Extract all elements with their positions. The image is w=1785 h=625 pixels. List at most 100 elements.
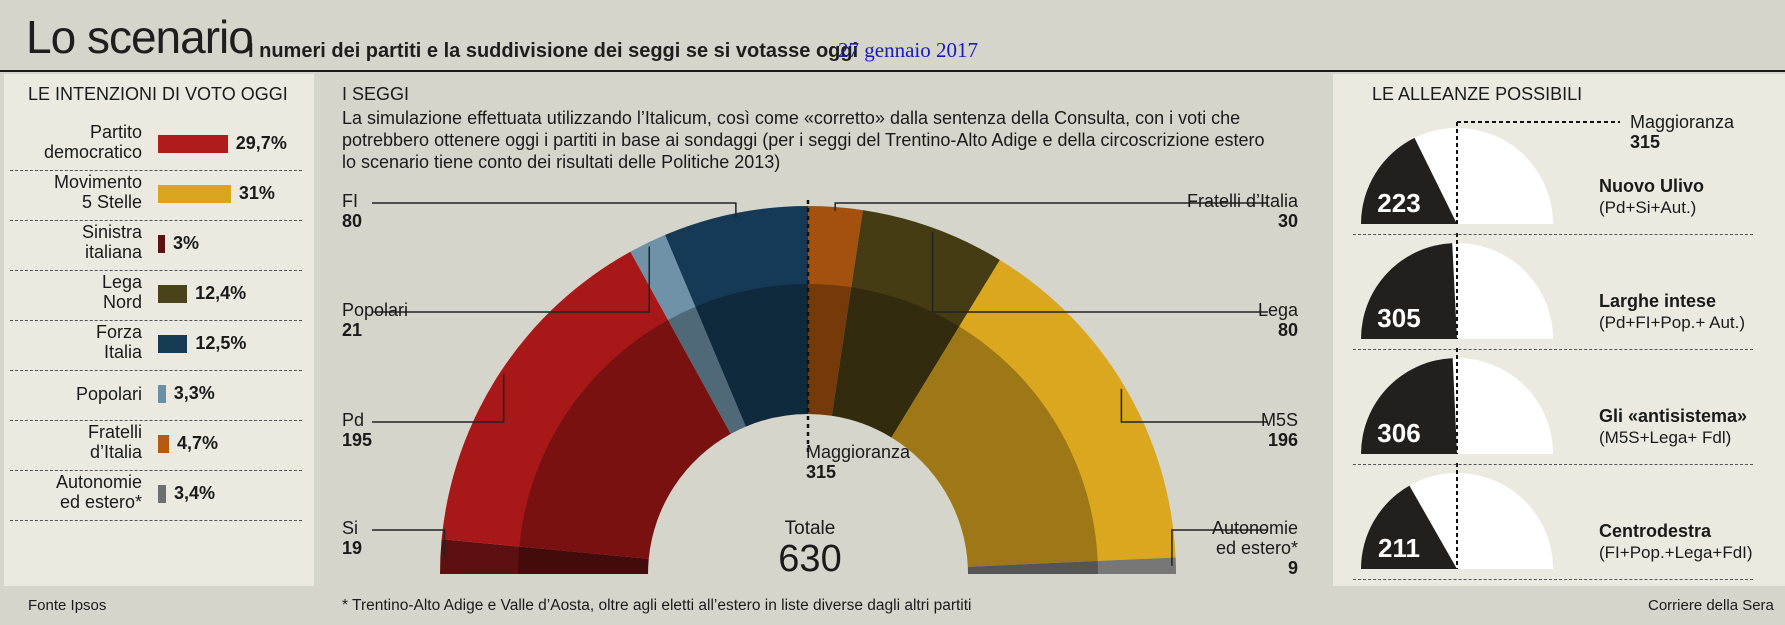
seat-slice [891,259,1176,567]
alliances-majority-label: Maggioranza 315 [1630,112,1734,152]
vote-party-label: Partito democratico [44,122,142,162]
vote-party-label-line: Italia [103,342,142,362]
alliance-wedge [1361,137,1457,224]
vote-party-label: Popolari [76,384,142,404]
majority-value: 315 [806,462,837,482]
alliance-wedge [1361,358,1457,454]
seat-label-connector [834,202,1268,212]
vote-value-label: 29,7% [235,133,287,153]
seat-label-party: ed estero* [1215,538,1298,558]
vote-party-label: Lega Nord [102,272,142,312]
vote-row: Movimento 5 Stelle 31% [10,170,302,221]
vote-bar [158,135,228,153]
vote-party-label-line: Lega [101,272,142,292]
vote-bar [158,185,231,203]
seat-label-value: 80 [1277,320,1298,340]
alliance-name: Gli «antisistema» [1599,406,1748,426]
voting-intentions-chart: Partito democratico 29,7% Movimento 5 Stelle… [10,112,310,572]
seat-slice-inner [831,287,960,438]
seat-label-party: Pd [342,410,365,430]
alliance-wedge [1361,243,1457,339]
vote-bar [158,385,166,403]
seat-slice [831,210,1000,438]
seat-slice [665,206,808,427]
seat-slice-inner [891,326,1098,567]
voting-intentions-source: Fonte Ipsos [28,597,107,614]
vote-party-label-line: Forza [95,322,142,342]
seat-label-value: 80 [342,211,363,231]
vote-party-label-line: Movimento [53,172,142,192]
vote-party-label: Fratelli d’Italia [88,422,142,462]
seats-title: I SEGGI [342,84,410,104]
vote-party-label-line: Fratelli [87,422,142,442]
seat-label-connector [1120,388,1268,423]
seat-label: Lega 80 [1258,300,1298,340]
seat-label-value: 19 [342,538,363,558]
vote-row: Lega Nord 12,4% [10,270,302,321]
seat-label-value: 196 [1267,430,1298,450]
seat-label-connector [372,529,446,557]
vote-party-label-line: ed estero* [59,492,142,512]
majority-label: Maggioranza 315 [806,442,910,482]
vote-bar [158,285,188,303]
seat-label-value: 9 [1287,558,1298,578]
alliance-row: Centrodestra (FI+Pop.+Lega+FdI) [1353,484,1753,580]
alliance-name: Nuovo Ulivo [1599,176,1705,196]
vote-party-label: Forza Italia [96,322,142,362]
page-date: 27 gennaio 2017 [838,38,978,62]
seat-label-connector [372,374,505,423]
alliances-majority-text: Maggioranza [1630,112,1735,132]
vote-value-label: 12,4% [195,283,247,303]
seats-description-line: La simulazione effettuata utilizzando l’… [342,108,1241,128]
seat-label-connector [931,231,1268,313]
vote-party-label-line: d’Italia [89,442,142,462]
vote-party-label: Sinistra italiana [82,222,142,262]
vote-row: Autonomie ed estero* 3,4% [10,470,302,521]
seat-slice-inner [808,284,852,416]
seat-label-connector [372,202,737,218]
seat-label-party: Popolari [342,300,409,320]
vote-party-label: Movimento 5 Stelle [54,172,142,212]
seat-slice-inner [695,284,808,427]
vote-party-label-line: Nord [102,292,142,312]
seat-label: Autonomie ed estero* 9 [1212,518,1298,578]
seat-label-party: Fratelli d’Italia [1186,191,1298,211]
vote-party-label: Autonomie ed estero* [56,472,142,512]
seat-label-party: M5S [1260,410,1298,430]
alliance-row: Larghe intese (Pd+FI+Pop.+ Aut.) [1353,254,1753,350]
vote-party-label-line: Sinistra [81,222,142,242]
seat-label: Si 19 [342,518,362,558]
seat-slice-inner [519,320,731,559]
alliance-parties: (M5S+Lega+ Fdl) [1599,428,1732,447]
vote-bar [158,235,166,253]
vote-row: Popolari 3,3% [10,370,302,421]
seats-footnote: * Trentino-Alto Adige e Valle d’Aosta, o… [342,597,972,614]
seat-slice-inner [967,560,1098,574]
seat-label-party: FI [342,191,358,211]
alliance-parties: (Pd+Si+Aut.) [1599,198,1697,217]
seat-label-value: 30 [1277,211,1298,231]
vote-party-label-line: Popolari [75,384,142,404]
seat-label: Pd 195 [342,410,372,450]
seat-slice-inner [668,306,746,434]
vote-party-label-line: italiana [84,242,142,262]
seat-slice [440,539,649,574]
vote-value-label: 12,5% [195,333,247,353]
alliance-seats-value: 305 [1377,303,1420,333]
vote-party-label-line: Partito [89,122,142,142]
vote-row: Fratelli d’Italia 4,7% [10,420,302,471]
seat-slice [441,251,731,559]
seat-label: Fratelli d’Italia 30 [1187,191,1298,231]
vote-bar [158,435,170,453]
alliances-chart: 223 305 306 211 [1361,121,1620,569]
seat-slice-inner [518,546,649,574]
seats-description: La simulazione effettuata utilizzando l’… [342,107,1265,173]
total-value: 630 [778,538,842,580]
vote-value-label: 3,4% [173,483,216,503]
vote-value-label: 31% [238,183,275,203]
seat-label: Popolari 21 [342,300,408,340]
seat-slice [630,234,746,434]
vote-bar [158,485,166,503]
voting-intentions-title: LE INTENZIONI DI VOTO OGGI [28,84,288,104]
